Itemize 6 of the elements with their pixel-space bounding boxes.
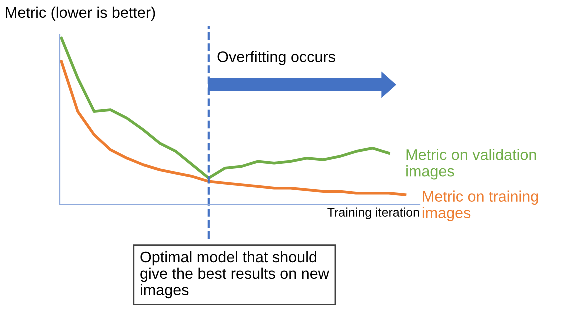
series-label: Metric on validation images	[406, 149, 536, 180]
text: Optimal model that should give the best results on new images	[140, 251, 330, 299]
series-label: Metric on training images	[422, 190, 538, 222]
annotation: Overfitting occurs	[218, 51, 336, 66]
y-axis-title: Metric (lower is better)	[6, 6, 156, 22]
x-axis-title: Training iteration	[328, 208, 420, 220]
